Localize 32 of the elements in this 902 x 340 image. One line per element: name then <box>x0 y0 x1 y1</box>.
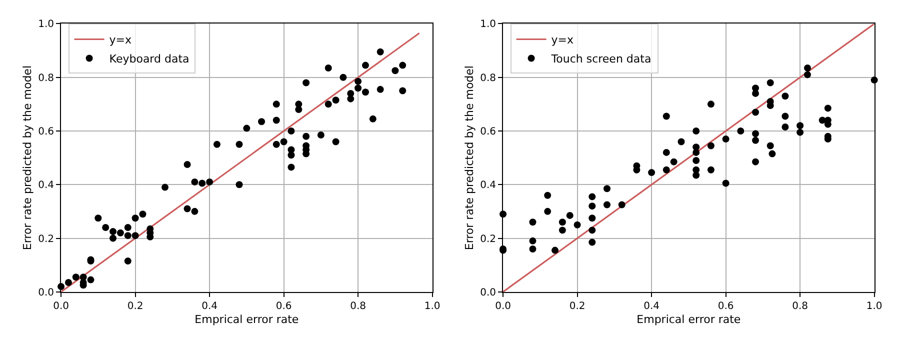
x-tick-label: 1.0 <box>424 300 440 312</box>
x-tick-label: 0.0 <box>53 300 69 312</box>
y-tick-label: 1.0 <box>480 19 496 30</box>
y-tick-label: 0.8 <box>38 72 54 84</box>
legend-label: Keyboard data <box>109 52 190 66</box>
x-tick-label: 0.0 <box>495 300 511 312</box>
x-axis-title: Emprical error rate <box>194 313 299 326</box>
y-tick-label: 1.0 <box>38 19 54 30</box>
x-tick-label: 0.4 <box>644 300 660 312</box>
x-tick-label: 1.0 <box>866 300 882 312</box>
legend-label: y=x <box>109 34 132 47</box>
legend-label: Touch screen data <box>550 52 652 66</box>
y-axis-title: Error rate predicted by the model <box>20 65 34 250</box>
x-axis-title: Emprical error rate <box>636 313 741 326</box>
x-tick-label: 0.2 <box>569 300 586 312</box>
y-tick-label: 0.0 <box>38 287 54 298</box>
y-tick-label: 0.6 <box>38 126 54 138</box>
x-tick-label: 0.8 <box>350 300 366 312</box>
y-tick-label: 0.4 <box>38 180 54 192</box>
y-tick-label: 0.4 <box>480 180 496 192</box>
x-tick-label: 0.6 <box>718 300 734 312</box>
y-tick-label: 0.8 <box>480 72 496 84</box>
x-tick-label: 0.6 <box>276 300 292 312</box>
y-tick-label: 0.0 <box>480 287 496 298</box>
y-tick-label: 0.2 <box>38 234 54 245</box>
legend-label: y=x <box>551 34 574 47</box>
x-tick-label: 0.8 <box>792 300 808 312</box>
y-tick-label: 0.2 <box>480 234 496 245</box>
x-tick-label: 0.2 <box>127 300 144 312</box>
x-tick-label: 0.4 <box>202 300 218 312</box>
y-tick-label: 0.6 <box>480 126 496 138</box>
y-axis-title: Error rate predicted by the model <box>462 65 476 250</box>
